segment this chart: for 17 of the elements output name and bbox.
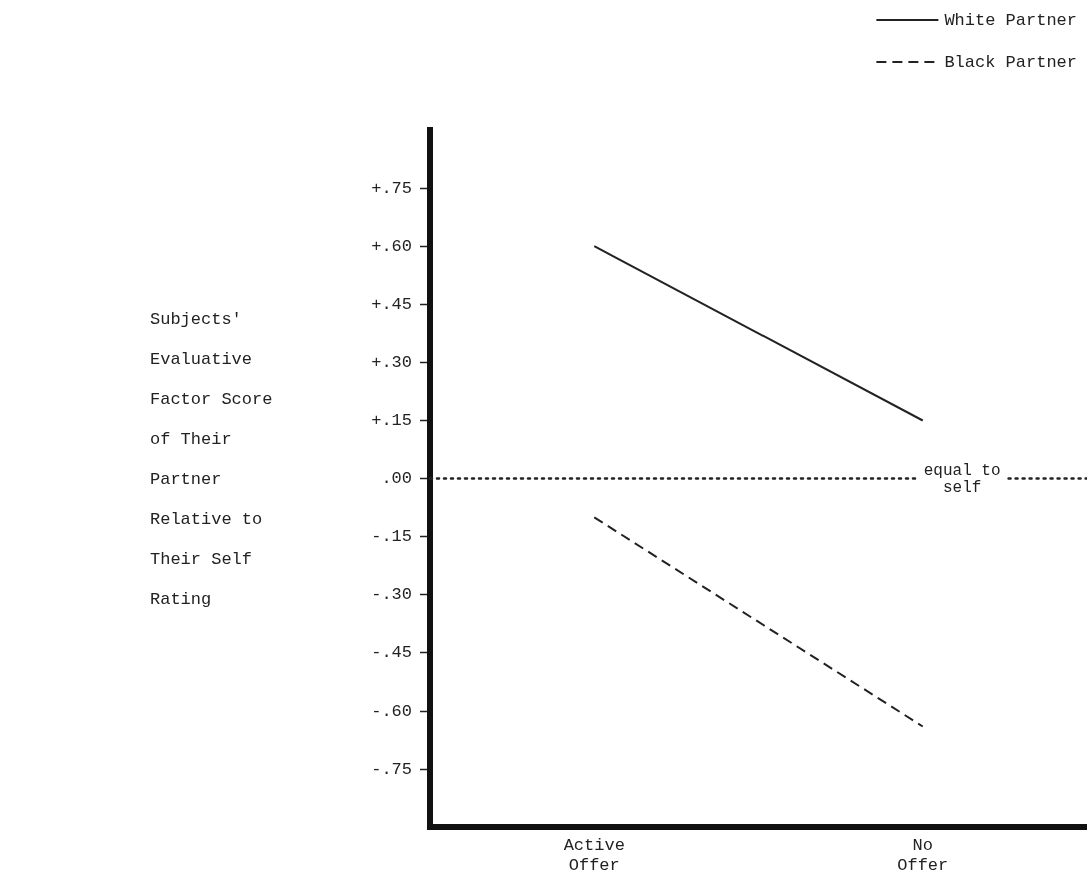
legend-label: White Partner xyxy=(944,10,1077,30)
y-tick-label: .00 xyxy=(381,469,412,489)
y-tick-label: -.60 xyxy=(371,701,412,721)
x-tick-label: Active Offer xyxy=(563,835,625,876)
y-tick-label: -.15 xyxy=(371,527,412,547)
y-tick-label: +.15 xyxy=(371,411,412,430)
ref-line-label: equal to self xyxy=(923,461,1001,497)
legend-label: Black Partner xyxy=(944,52,1077,72)
y-tick-label: +.45 xyxy=(371,294,412,314)
y-tick-label: -.45 xyxy=(371,643,412,663)
y-tick-label: -.75 xyxy=(371,759,412,779)
text: Subjects' Evaluative Factor Score of Their Partner Relative to Their Self Rating xyxy=(150,310,273,609)
x-tick-label: No Offer xyxy=(897,835,949,876)
y-tick-label: +.60 xyxy=(371,236,412,256)
y-tick-label: +.75 xyxy=(371,178,412,198)
y-tick-label: -.30 xyxy=(371,585,412,605)
y-tick-label: +.30 xyxy=(371,352,412,372)
